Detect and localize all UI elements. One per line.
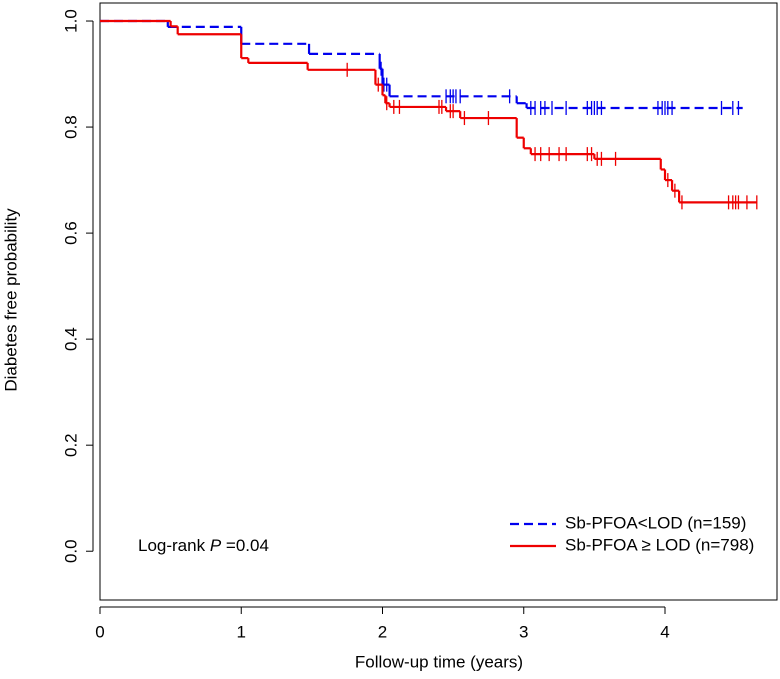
annotation-text: Log-rank	[138, 536, 210, 555]
y-tick-label: 0.6	[61, 221, 80, 245]
annotation-suffix: =0.04	[221, 536, 269, 555]
y-axis-title: Diabetes free probability	[1, 208, 20, 392]
legend-label: Sb-PFOA<LOD (n=159)	[565, 513, 746, 532]
x-tick-label: 2	[378, 622, 387, 641]
x-tick-label: 3	[519, 622, 528, 641]
y-tick-label: 0.2	[61, 433, 80, 457]
y-tick-label: 1.0	[61, 9, 80, 33]
y-tick-label: 0.4	[61, 327, 80, 351]
y-tick-label: 0.8	[61, 115, 80, 139]
x-tick-label: 0	[95, 622, 104, 641]
plot-frame	[99, 2, 778, 601]
annotation: Log-rank P =0.04	[138, 536, 269, 555]
legend-label: Sb-PFOA ≥ LOD (n=798)	[565, 535, 754, 554]
y-tick-label: 0.0	[61, 539, 80, 563]
x-tick-label: 1	[237, 622, 246, 641]
annotation-italic: P	[210, 536, 222, 555]
x-axis-title: Follow-up time (years)	[355, 652, 523, 671]
x-tick-label: 4	[660, 622, 669, 641]
